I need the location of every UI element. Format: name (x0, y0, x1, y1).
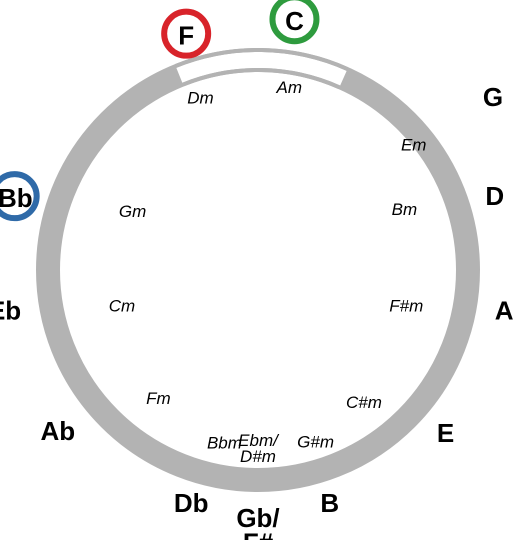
major-label-Db: Db (174, 488, 209, 518)
minor-label-Gm: G#m (297, 433, 334, 452)
major-label-Bb: Bb (0, 183, 33, 213)
major-label-E: E (437, 418, 454, 448)
highlight-rings (0, 0, 316, 218)
minor-label-Fm: Fm (146, 389, 171, 408)
major-label-Eb: Eb (0, 295, 21, 325)
major-label-B: B (320, 488, 339, 518)
minor-label-Fm: F#m (389, 297, 423, 316)
major-label-Ab: Ab (40, 416, 75, 446)
minor-label-Dm: Dm (187, 88, 213, 107)
major-label-C: C (285, 6, 304, 36)
minor-label-EbmDm: Ebm/D#m (238, 431, 280, 466)
circle-of-fifths-diagram: C Am G Em D Bm A F#m E C#m B G#m Gb/F# Ebm/D#m Db Bbm Ab… (0, 0, 516, 540)
major-label-A: A (495, 295, 514, 325)
minor-label-Bbm: Bbm (207, 434, 242, 453)
major-label-G: G (483, 82, 503, 112)
minor-label-Em: Em (401, 136, 427, 155)
major-label-F: F (178, 21, 194, 51)
major-label-D: D (485, 181, 504, 211)
minor-label-Am: Am (276, 78, 303, 97)
minor-label-Cm: C#m (346, 393, 382, 412)
minor-label-Bm: Bm (392, 200, 418, 219)
minor-label-Cm: Cm (109, 297, 135, 316)
base-ring (48, 60, 468, 480)
major-label-GbF: Gb/F# (236, 503, 279, 540)
minor-label-Gm: Gm (119, 202, 146, 221)
